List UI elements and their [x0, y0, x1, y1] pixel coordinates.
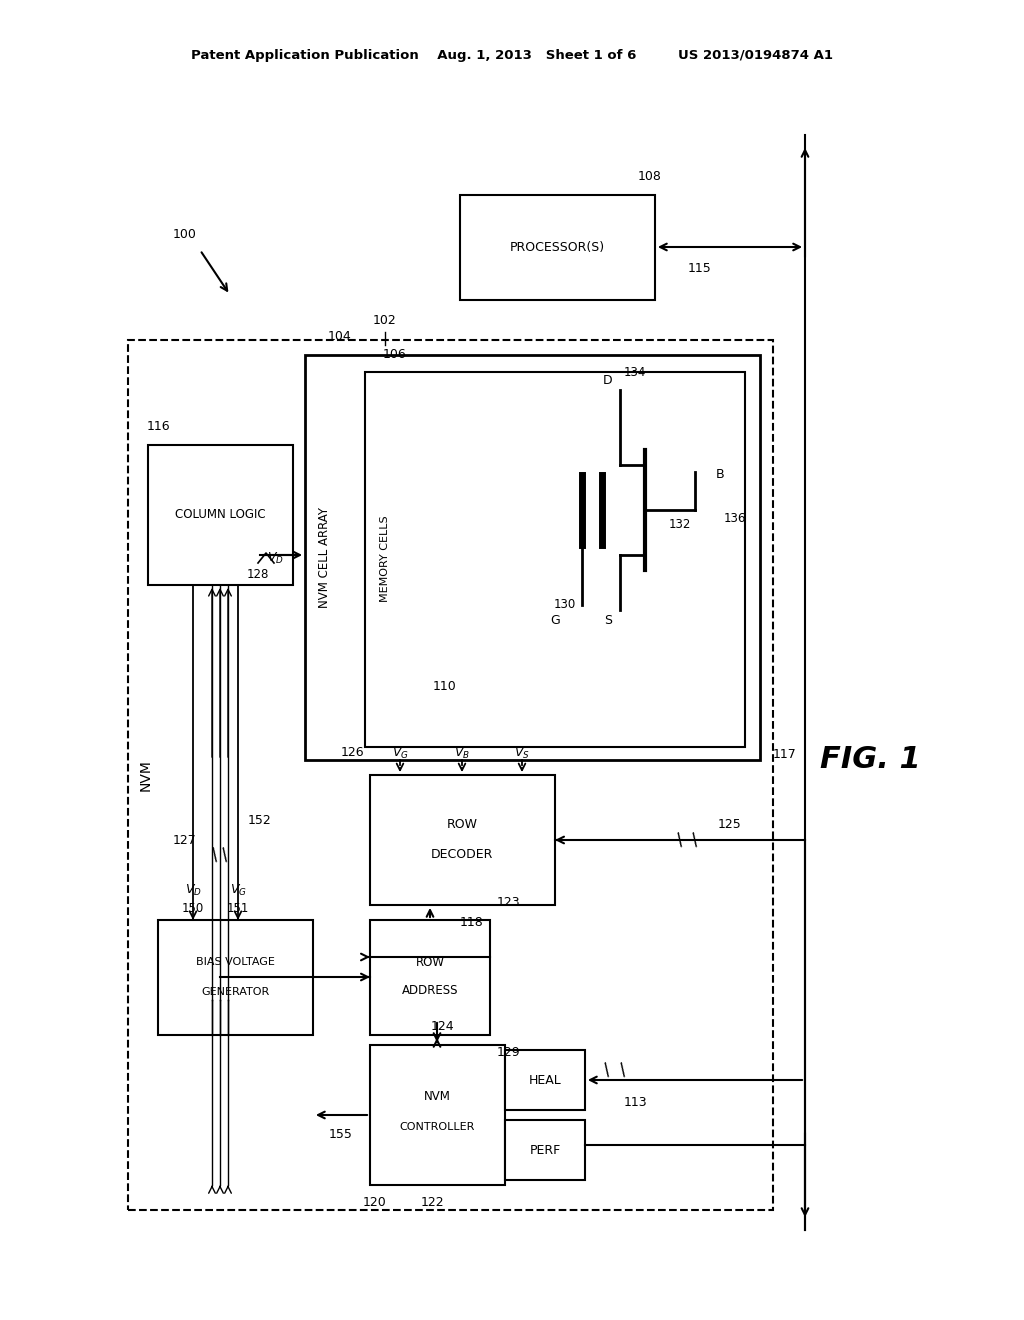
Text: FIG. 1: FIG. 1: [819, 746, 921, 775]
Text: $V_G$: $V_G$: [229, 883, 247, 898]
Bar: [128, 341, 773, 1210]
Text: CONTROLLER: CONTROLLER: [399, 1122, 475, 1133]
Text: 123: 123: [497, 895, 520, 908]
Text: 124: 124: [430, 1020, 454, 1034]
Text: NVM: NVM: [424, 1090, 451, 1104]
Text: COLUMN LOGIC: COLUMN LOGIC: [175, 508, 265, 521]
Bar: [370, 775, 555, 906]
Text: BIAS VOLTAGE: BIAS VOLTAGE: [196, 957, 274, 968]
Bar: [505, 1119, 585, 1180]
Text: /: /: [600, 1061, 614, 1080]
Bar: [365, 372, 745, 747]
Text: 128: 128: [247, 569, 269, 582]
Text: 122: 122: [420, 1196, 443, 1209]
Text: 125: 125: [718, 818, 741, 832]
Text: 129: 129: [497, 1047, 520, 1060]
Text: $V_D$: $V_D$: [184, 883, 202, 898]
Bar: [158, 920, 313, 1035]
Bar: [370, 1045, 505, 1185]
Text: 113: 113: [624, 1096, 647, 1109]
Text: NVM: NVM: [139, 759, 153, 791]
Text: Patent Application Publication    Aug. 1, 2013   Sheet 1 of 6         US 2013/01: Patent Application Publication Aug. 1, 2…: [191, 49, 833, 62]
Text: 117: 117: [773, 748, 797, 762]
Bar: [460, 195, 655, 300]
Text: $V_D$: $V_D$: [266, 550, 284, 565]
Text: 155: 155: [329, 1129, 353, 1142]
Text: 110: 110: [433, 681, 457, 693]
Text: ADDRESS: ADDRESS: [401, 985, 459, 998]
Text: D: D: [603, 374, 612, 387]
Bar: [370, 920, 490, 1035]
Text: 127: 127: [173, 833, 197, 846]
Text: 151: 151: [226, 902, 249, 915]
Text: GENERATOR: GENERATOR: [201, 987, 269, 997]
Text: HEAL: HEAL: [528, 1073, 561, 1086]
Text: S: S: [604, 614, 612, 627]
Text: PERF: PERF: [529, 1143, 560, 1156]
Bar: [305, 355, 760, 760]
Text: 120: 120: [364, 1196, 387, 1209]
Text: 106: 106: [383, 347, 407, 360]
Text: NVM CELL ARRAY: NVM CELL ARRAY: [318, 507, 332, 607]
Bar: [148, 445, 293, 585]
Bar: [505, 1049, 585, 1110]
Text: $V_S$: $V_S$: [514, 746, 529, 760]
Text: 108: 108: [638, 170, 662, 183]
Text: /: /: [688, 830, 702, 849]
Text: $V_G$: $V_G$: [391, 746, 409, 760]
Text: 130: 130: [554, 598, 577, 611]
Text: DECODER: DECODER: [431, 849, 494, 862]
Text: 118: 118: [460, 916, 484, 929]
Text: 136: 136: [724, 511, 746, 524]
Text: ROW: ROW: [446, 818, 477, 832]
Text: /: /: [208, 846, 222, 865]
Text: 132: 132: [669, 519, 691, 532]
Text: 152: 152: [248, 813, 272, 826]
Text: PROCESSOR(S): PROCESSOR(S): [509, 240, 604, 253]
Text: G: G: [550, 614, 560, 627]
Text: $V_B$: $V_B$: [454, 746, 470, 760]
Text: /: /: [673, 830, 687, 849]
Text: ROW: ROW: [416, 957, 444, 969]
Text: 100: 100: [173, 228, 197, 242]
Text: /: /: [615, 1061, 630, 1080]
Text: 116: 116: [146, 421, 170, 433]
Text: 115: 115: [688, 263, 712, 276]
Text: /: /: [218, 846, 232, 865]
Text: 126: 126: [340, 747, 364, 759]
Text: 102: 102: [373, 314, 397, 326]
Text: 134: 134: [624, 366, 646, 379]
Text: 150: 150: [182, 902, 204, 915]
Text: 104: 104: [328, 330, 352, 343]
Text: MEMORY CELLS: MEMORY CELLS: [380, 516, 390, 602]
Text: B: B: [716, 469, 724, 482]
